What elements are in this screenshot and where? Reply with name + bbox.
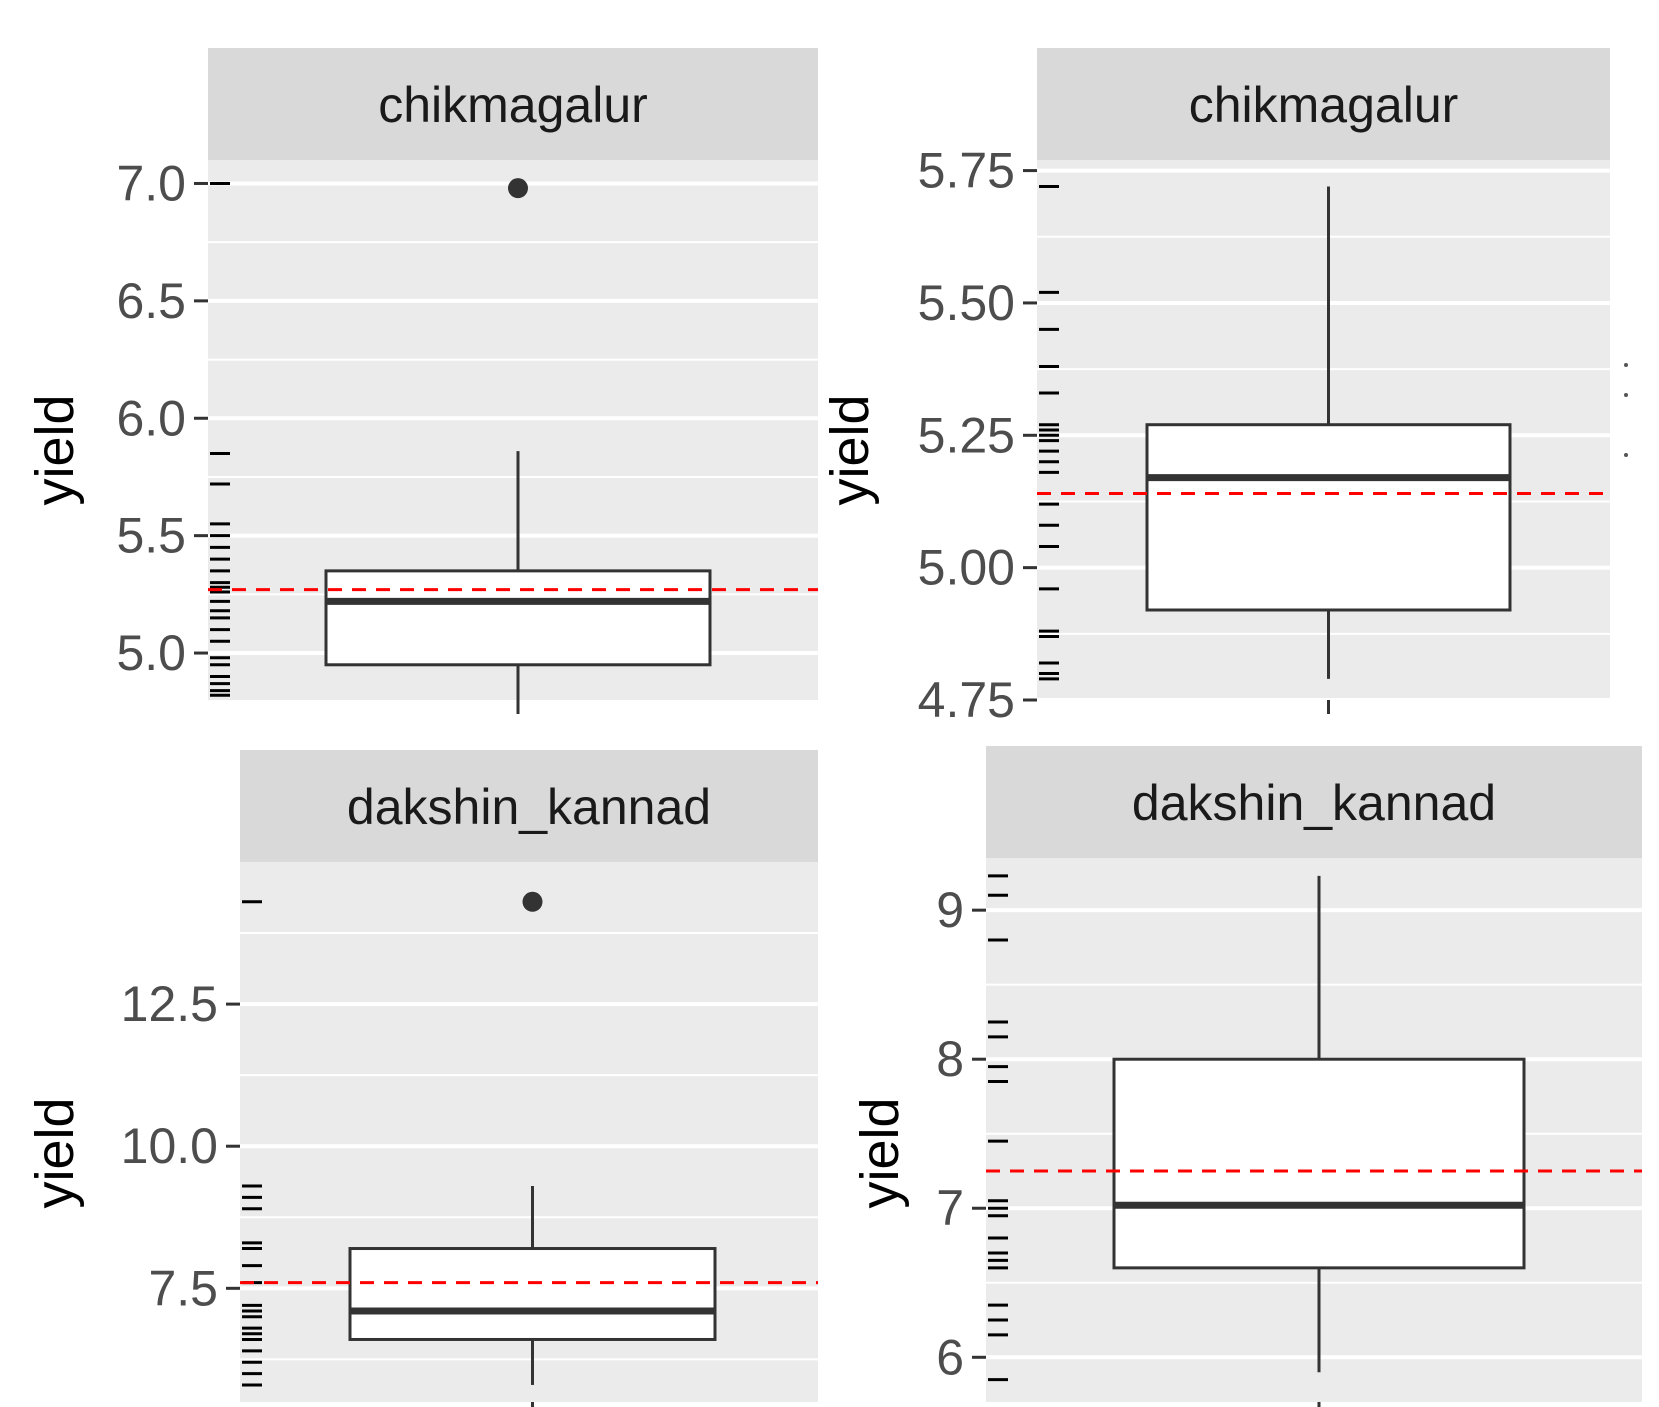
y-tick-label: 4.75	[918, 672, 1015, 728]
y-tick-label: 5.00	[918, 540, 1015, 596]
facet-strip-label: chikmagalur	[378, 77, 648, 133]
y-axis-title: yield	[850, 1097, 910, 1208]
facet-strip-label: dakshin_kannad	[1132, 775, 1496, 831]
facet-strip-label: dakshin_kannad	[347, 779, 711, 835]
facet-strip	[1037, 48, 1610, 160]
iqr-box	[324, 569, 712, 667]
y-tick-label: 6.5	[116, 273, 186, 329]
facet-strip	[240, 750, 818, 862]
y-tick-label: 10.0	[121, 1118, 218, 1174]
y-tick-label: 5.0	[116, 625, 186, 681]
iqr-box	[348, 1247, 717, 1341]
facet-panel-3: dakshin_kannad 7.5 10.0 12.5 yield	[25, 750, 818, 1407]
facet-strip	[986, 746, 1642, 858]
y-tick-label: 7.5	[148, 1260, 218, 1316]
facet-panel-1: chikmagalur 5.0 5.5 6.0 6.5 7.0 yield	[25, 48, 818, 714]
facet-panel-4: dakshin_kannad 6 7 8 9 yield	[850, 746, 1642, 1407]
y-tick-label: 5.25	[918, 407, 1015, 463]
y-tick-label: 5.50	[918, 275, 1015, 331]
edge-dot	[1624, 363, 1628, 367]
y-tick-label: 9	[936, 882, 964, 938]
iqr-box	[1145, 423, 1512, 612]
y-axis-title: yield	[820, 394, 880, 505]
y-tick-label: 6.0	[116, 390, 186, 446]
y-tick-label: 5.5	[116, 508, 186, 564]
y-tick-label: 7.0	[116, 155, 186, 211]
y-tick-label: 12.5	[121, 976, 218, 1032]
iqr-box	[1112, 1057, 1526, 1270]
edge-dot	[1624, 453, 1628, 457]
outlier-point	[522, 891, 543, 912]
y-tick-label: 5.75	[918, 143, 1015, 199]
facet-strip	[208, 48, 818, 160]
y-axis-title: yield	[25, 394, 85, 505]
y-tick-label: 7	[936, 1180, 964, 1236]
y-tick-label: 6	[936, 1329, 964, 1385]
outlier-point	[508, 178, 528, 199]
y-tick-label: 8	[936, 1031, 964, 1087]
edge-dot	[1624, 393, 1628, 397]
facet-strip-label: chikmagalur	[1189, 77, 1459, 133]
facet-panel-2: chikmagalur 4.75 5.00 5.25 5.50 5.75 yield	[820, 48, 1610, 728]
y-axis-title: yield	[25, 1097, 85, 1208]
